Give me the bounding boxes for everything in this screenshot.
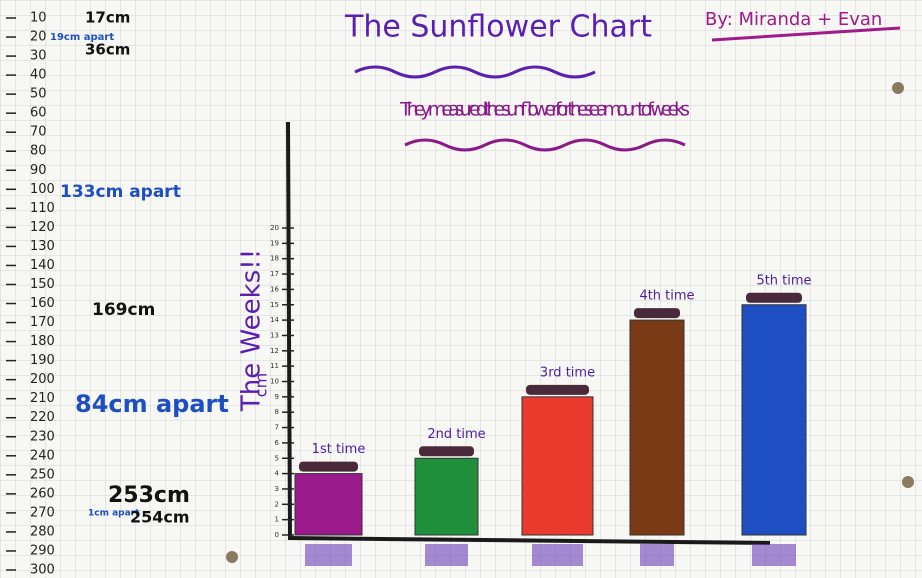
annotation: 169cm <box>92 300 155 320</box>
annotation: 19cm apart <box>50 32 114 43</box>
y-tick-label: 10 <box>270 378 279 386</box>
ruler-label: 300 <box>30 563 55 578</box>
hole <box>226 551 238 563</box>
y-tick-label: 2 <box>275 500 279 508</box>
author: By: Miranda + Evan <box>705 9 882 30</box>
ruler-label: 30 <box>30 49 47 64</box>
ruler-label: 140 <box>30 258 55 273</box>
ruler-label: 260 <box>30 486 55 501</box>
ruler-label: 240 <box>30 448 55 463</box>
bar-cap <box>299 461 358 472</box>
y-unit: cm <box>252 373 271 397</box>
hole <box>892 82 904 94</box>
y-tick-label: 6 <box>275 439 280 447</box>
bar-label: 5th time <box>756 273 811 288</box>
annotation: 133cm apart <box>60 182 181 202</box>
ruler-label: 10 <box>30 11 47 26</box>
ruler-label: 80 <box>30 144 47 159</box>
ruler-label: 290 <box>30 543 55 558</box>
y-axis <box>286 121 292 541</box>
y-tick-label: 7 <box>275 424 279 432</box>
y-tick-label: 5 <box>275 454 279 462</box>
ruler-label: 170 <box>30 315 55 330</box>
y-tick-label: 14 <box>270 316 279 324</box>
y-tick-label: 12 <box>270 347 279 355</box>
bar <box>521 396 594 536</box>
y-tick-label: 1 <box>275 516 279 524</box>
annotation: 1cm apart <box>88 509 140 519</box>
ruler-label: 160 <box>30 296 55 311</box>
y-tick-label: 17 <box>270 270 279 278</box>
bar <box>741 304 807 536</box>
ruler-label: 190 <box>30 353 55 368</box>
y-tick-label: 16 <box>270 285 279 293</box>
bar-cap <box>419 446 474 457</box>
ruler-label: 40 <box>30 68 47 83</box>
ruler-label: 60 <box>30 106 47 121</box>
author-underline <box>711 26 901 42</box>
y-tick-label: 20 <box>270 224 279 232</box>
ruler-label: 200 <box>30 372 55 387</box>
bar-cap <box>526 384 589 395</box>
scribble <box>752 544 796 566</box>
bar <box>629 319 685 536</box>
ruler-label: 250 <box>30 467 55 482</box>
bar-cap <box>746 292 802 303</box>
y-tick-label: 11 <box>270 362 279 370</box>
chart-subtitle: They measured the sunflower for these am… <box>399 99 690 121</box>
ruler-label: 220 <box>30 410 55 425</box>
ruler-label: 70 <box>30 125 47 140</box>
scribble <box>640 544 674 566</box>
bar-label: 1st time <box>312 442 366 457</box>
annotation: 253cm <box>108 483 190 508</box>
y-tick-label: 9 <box>275 393 279 401</box>
y-tick-label: 3 <box>275 485 279 493</box>
y-tick-label: 8 <box>275 408 279 416</box>
y-tick-label: 4 <box>275 470 280 478</box>
bar <box>414 457 479 536</box>
annotation: 36cm <box>85 41 130 59</box>
annotation: 84cm apart <box>75 390 229 418</box>
bar-cap <box>634 308 680 319</box>
scribble <box>305 544 352 566</box>
scribble <box>425 544 468 566</box>
ruler-label: 50 <box>30 87 47 102</box>
bar-label: 4th time <box>639 289 694 304</box>
hole <box>902 476 914 488</box>
y-tick-label: 13 <box>270 331 279 339</box>
title-underline <box>354 65 596 79</box>
bar <box>294 473 363 536</box>
bar-label: 2nd time <box>427 427 485 442</box>
subtitle-underline <box>404 138 686 152</box>
y-tick-label: 15 <box>270 301 279 309</box>
annotation: 17cm <box>85 9 130 27</box>
ruler-label: 270 <box>30 505 55 520</box>
ruler-label: 100 <box>30 182 55 197</box>
ruler-label: 110 <box>30 201 55 216</box>
ruler-label: 120 <box>30 220 55 235</box>
y-axis-title: The Weeks!! <box>237 249 267 412</box>
annotation: 254cm <box>130 508 190 527</box>
chart-title: The Sunflower Chart <box>344 10 652 45</box>
scribble <box>532 544 583 566</box>
ruler-label: 230 <box>30 429 55 444</box>
ruler-label: 210 <box>30 391 55 406</box>
ruler-label: 150 <box>30 277 55 292</box>
bar-label: 3rd time <box>540 365 595 380</box>
ruler-label: 90 <box>30 163 47 178</box>
x-axis <box>287 536 771 545</box>
ruler-label: 130 <box>30 239 55 254</box>
y-tick-label: 19 <box>270 239 279 247</box>
ruler-label: 180 <box>30 334 55 349</box>
y-tick-label: 0 <box>275 531 279 539</box>
ruler-label: 20 <box>30 30 47 45</box>
ruler-label: 280 <box>30 524 55 539</box>
y-tick-label: 18 <box>270 255 279 263</box>
